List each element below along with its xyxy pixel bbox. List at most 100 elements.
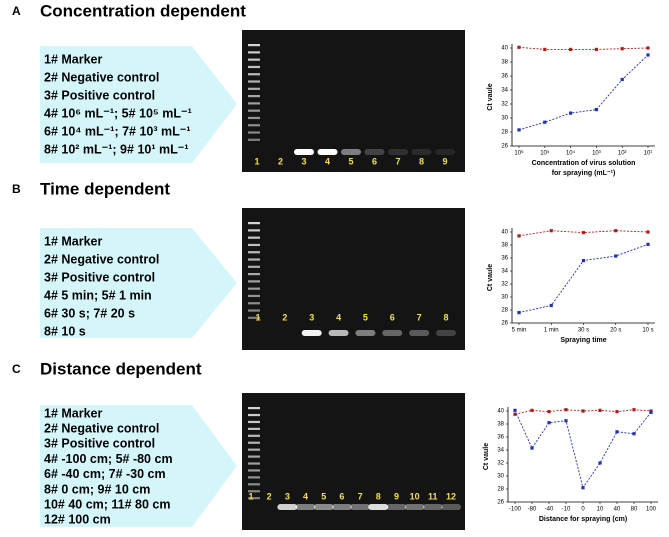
data-point (517, 45, 521, 49)
x-tick-label: 10¹ (644, 151, 653, 157)
lane-number: 6 (372, 156, 377, 166)
gel-band (436, 330, 456, 336)
data-point (549, 303, 553, 308)
x-axis-label: Distance for spraying (cm) (539, 516, 627, 523)
data-point (594, 47, 598, 51)
legend-line: 4# 5 min; 5# 1 min (44, 288, 152, 302)
y-tick-label: 32 (497, 461, 504, 467)
y-tick-label: 28 (497, 487, 504, 493)
legend-line: 2# Negative control (44, 252, 159, 266)
lane-number: 2 (267, 491, 272, 501)
ladder-band (248, 236, 260, 239)
x-tick-label: 0 (581, 507, 585, 513)
data-point (581, 486, 585, 490)
x-tick-label: 10⁶ (514, 150, 524, 157)
legend-line: 6# -40 cm; 7# -30 cm (44, 467, 166, 481)
y-tick-label: 36 (501, 256, 508, 262)
gel-band (355, 330, 376, 336)
lane-number: 3 (309, 312, 314, 322)
gel-image (242, 208, 465, 350)
legend-line: 4# -100 cm; 5# -80 cm (44, 452, 173, 466)
y-tick-label: 32 (501, 102, 508, 108)
x-tick-label: 10³ (592, 151, 601, 157)
panel-letter: B (12, 182, 21, 196)
gel-band (295, 504, 316, 510)
data-point (598, 461, 602, 465)
lane-number: 4 (303, 491, 308, 501)
gel-band (386, 504, 407, 510)
gel-image (242, 30, 465, 172)
legend-arrow (40, 405, 237, 527)
ladder-band (248, 80, 260, 83)
gel-band (331, 504, 352, 510)
lane-number: 8 (443, 312, 448, 322)
y-axis-label: Ct vaule (487, 264, 494, 291)
y-tick-label: 30 (501, 116, 508, 122)
ladder-band (248, 434, 260, 437)
y-tick-label: 38 (497, 422, 504, 428)
y-tick-label: 26 (501, 144, 508, 150)
lane-number: 4 (325, 156, 330, 166)
ladder-band (248, 441, 260, 444)
legend-arrow (40, 228, 237, 338)
data-point (614, 254, 618, 258)
data-point (547, 410, 551, 414)
legend-arrow (40, 46, 237, 163)
gel-band (313, 504, 334, 510)
ladder-band (248, 280, 260, 283)
x-tick-label: -80 (528, 507, 537, 513)
y-tick-label: 30 (501, 295, 508, 301)
gel-band (411, 149, 432, 155)
ladder-band (248, 476, 260, 479)
y-tick-label: 26 (501, 321, 508, 327)
legend-line: 3# Positive control (44, 270, 155, 284)
lane-number: 11 (428, 491, 438, 501)
data-point (581, 231, 586, 235)
ladder-band (248, 65, 260, 69)
ladder-band (248, 109, 260, 112)
x-tick-label: -100 (509, 507, 522, 513)
data-point (549, 229, 553, 233)
ladder-band (248, 138, 260, 141)
lane-number: 10 (410, 491, 420, 501)
x-tick-label: 40 (614, 507, 621, 513)
x-tick-label: 10⁴ (566, 150, 576, 157)
y-tick-label: 30 (497, 474, 504, 480)
ladder-band (248, 302, 260, 305)
legend-line: 6# 10⁴ mL⁻¹; 7# 10³ mL⁻¹ (44, 124, 191, 138)
panel-letter: C (12, 362, 21, 376)
legend-line: 2# Negative control (44, 70, 159, 84)
y-axis-label: Ct vaule (487, 83, 494, 110)
y-tick-label: 34 (501, 269, 508, 275)
ladder-band (248, 309, 260, 312)
data-point (615, 430, 619, 434)
data-point (530, 408, 534, 412)
ladder-band (248, 490, 260, 493)
ladder-band (248, 316, 260, 319)
lane-number: 5 (348, 156, 353, 166)
data-point (594, 108, 598, 112)
data-point (649, 410, 653, 414)
y-tick-label: 34 (501, 88, 508, 94)
ladder-band (248, 251, 260, 254)
data-point (569, 47, 573, 51)
ladder-band (248, 448, 260, 451)
panel-title: Distance dependent (40, 359, 202, 378)
ladder-band (248, 222, 260, 225)
y-tick-label: 26 (497, 500, 504, 506)
ladder-band (248, 131, 260, 134)
x-tick-label: -40 (545, 507, 554, 513)
series-line (518, 46, 649, 50)
gel-band (388, 149, 408, 155)
ladder-band (248, 229, 260, 232)
gel-band (368, 504, 389, 510)
ladder-band (248, 294, 260, 298)
lane-number: 9 (394, 491, 399, 501)
x-axis-label: for spraying (mL⁻¹) (552, 170, 616, 177)
ladder-band (248, 44, 260, 47)
data-point (646, 53, 650, 57)
y-axis-label: Ct vaule (483, 443, 490, 470)
gel-band (364, 149, 385, 155)
lane-number: 8 (419, 156, 424, 166)
data-point (517, 311, 521, 315)
